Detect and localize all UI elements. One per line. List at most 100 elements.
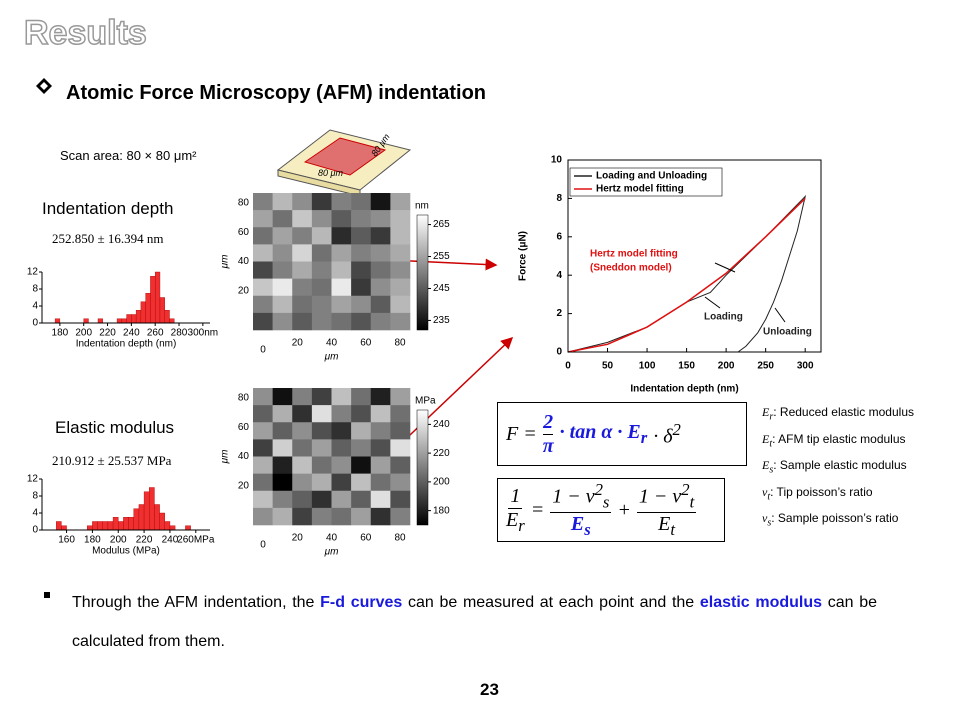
heat-cell — [253, 473, 273, 492]
heat-cell — [272, 193, 293, 211]
bar — [131, 314, 137, 324]
heat-cell — [253, 405, 273, 423]
heat-cell — [370, 439, 391, 457]
heat-cell — [292, 312, 313, 331]
line — [567, 197, 806, 353]
heat-cell — [272, 244, 293, 262]
heat-cell — [331, 388, 352, 406]
bar — [97, 521, 103, 531]
formula-part: 2 — [543, 410, 554, 435]
scan-area: Scan area: 80 × 80 μm² — [60, 148, 197, 163]
bar — [150, 276, 156, 324]
heat-cell — [311, 490, 332, 509]
bar — [54, 318, 61, 324]
heat-cell — [253, 456, 273, 474]
x-tick-label: 220 — [99, 328, 116, 339]
bar — [185, 525, 191, 531]
def-sub: s — [769, 464, 774, 476]
x-tick-label: 160 — [58, 535, 75, 546]
x-tick-label: 60 — [360, 533, 372, 544]
heat-cell — [370, 507, 391, 526]
bar — [133, 508, 140, 531]
annotation: (Sneddon model) — [590, 263, 672, 274]
colorbar-tick-label: 200 — [433, 477, 450, 488]
heat-cell — [272, 278, 293, 297]
formula-part: · δ — [653, 425, 673, 448]
formula-part: 1 — [508, 484, 523, 509]
heat-cell — [292, 193, 313, 211]
heat-cell — [331, 507, 352, 526]
x-axis-label: Indentation depth (nm) — [630, 384, 738, 395]
heat-cell — [331, 422, 352, 440]
heat-cell — [272, 295, 293, 314]
y-axis-label: μm — [220, 450, 231, 465]
bar — [138, 504, 145, 531]
bar — [107, 521, 114, 531]
heat-cell — [370, 193, 391, 211]
x-tick-label: 180 — [84, 535, 101, 546]
formula-part: E — [570, 513, 585, 536]
bar — [169, 525, 176, 531]
formula-part: · tan α · E — [559, 420, 641, 443]
formula-part: = — [530, 498, 545, 521]
x-axis-label: μm — [324, 352, 339, 363]
heat-cell — [272, 422, 293, 440]
bar — [164, 521, 171, 531]
x-tick-label: 40 — [326, 533, 338, 544]
x-axis-label: Modulus (MPa) — [92, 546, 160, 557]
heat-cell — [292, 227, 313, 245]
x-axis-label: Indentation depth (nm) — [76, 339, 177, 350]
x-tick-label: 280 — [171, 328, 188, 339]
y-tick-label: 4 — [32, 301, 38, 312]
x-tick-label: 200 — [75, 328, 92, 339]
heat-cell — [370, 388, 391, 406]
x-tick-label: 20 — [292, 533, 304, 544]
heat-cell — [351, 388, 372, 406]
heat-cell — [311, 261, 332, 279]
bar — [159, 512, 165, 531]
colorbar-tick-label: 245 — [433, 283, 450, 294]
heat-cell — [311, 507, 332, 526]
heat-cell — [253, 227, 273, 245]
heat-cell — [272, 490, 293, 509]
bar — [135, 310, 142, 324]
heat-cell — [331, 295, 352, 314]
y-tick-label: 8 — [556, 193, 562, 204]
heat-cell — [390, 490, 411, 509]
heat-cell — [253, 244, 273, 262]
heat-cell — [351, 261, 372, 279]
heat-cell — [292, 278, 313, 297]
x-tick-label: 200 — [718, 361, 735, 372]
y-tick-label: 12 — [27, 267, 39, 278]
heat-cell — [292, 388, 313, 406]
heat-cell — [272, 210, 293, 228]
heat-cell — [331, 490, 352, 509]
bullet-part: F-d curves — [320, 594, 403, 611]
heat-cell — [311, 244, 332, 262]
definition: Et: AFM tip elastic modulus — [762, 432, 906, 449]
x-tick-label: 300 — [797, 361, 814, 372]
heat-cell — [390, 278, 411, 297]
heat-cell — [272, 261, 293, 279]
bullet-part: elastic modulus — [699, 594, 823, 611]
formula-part: π — [542, 434, 554, 457]
heat-cell — [292, 261, 313, 279]
formula-part: t — [689, 492, 695, 512]
colorbar-tick-label: 235 — [433, 315, 450, 326]
sample-label: 80 μm — [318, 168, 343, 178]
y-tick-label: 2 — [556, 308, 562, 319]
heat-cell — [311, 210, 332, 228]
formula-modulus: 1 Er = 1 − ν2s Es + 1 − ν2t Et — [497, 478, 725, 542]
heat-cell — [370, 278, 391, 297]
colorbar — [416, 214, 429, 331]
heat-cell — [390, 388, 411, 406]
heat-cell — [370, 490, 391, 509]
heat-cell — [272, 473, 293, 492]
heat-cell — [351, 473, 372, 492]
heat-cell — [390, 193, 411, 211]
x-tick-label: 100 — [639, 361, 656, 372]
legend-label: Hertz model fitting — [596, 184, 684, 195]
bullet-part: can be calculated from them. — [72, 594, 878, 650]
heat-cell — [311, 405, 332, 423]
